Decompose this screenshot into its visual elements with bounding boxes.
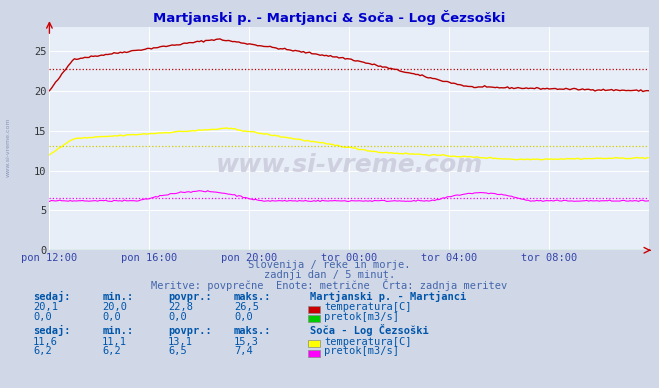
Text: 6,2: 6,2 bbox=[33, 346, 51, 356]
Text: 0,0: 0,0 bbox=[168, 312, 186, 322]
Text: 20,0: 20,0 bbox=[102, 302, 127, 312]
Text: 7,4: 7,4 bbox=[234, 346, 252, 356]
Text: 11,6: 11,6 bbox=[33, 336, 58, 346]
Text: temperatura[C]: temperatura[C] bbox=[324, 302, 412, 312]
Text: 0,0: 0,0 bbox=[33, 312, 51, 322]
Text: 22,8: 22,8 bbox=[168, 302, 193, 312]
Text: 13,1: 13,1 bbox=[168, 336, 193, 346]
Text: povpr.:: povpr.: bbox=[168, 291, 212, 301]
Text: maks.:: maks.: bbox=[234, 326, 272, 336]
Text: min.:: min.: bbox=[102, 326, 133, 336]
Text: 11,1: 11,1 bbox=[102, 336, 127, 346]
Text: maks.:: maks.: bbox=[234, 291, 272, 301]
Text: 26,5: 26,5 bbox=[234, 302, 259, 312]
Text: temperatura[C]: temperatura[C] bbox=[324, 336, 412, 346]
Text: 6,5: 6,5 bbox=[168, 346, 186, 356]
Text: 6,2: 6,2 bbox=[102, 346, 121, 356]
Text: Martjanski p. - Martjanci: Martjanski p. - Martjanci bbox=[310, 291, 466, 301]
Text: Meritve: povprečne  Enote: metrične  Črta: zadnja meritev: Meritve: povprečne Enote: metrične Črta:… bbox=[152, 279, 507, 291]
Text: zadnji dan / 5 minut.: zadnji dan / 5 minut. bbox=[264, 270, 395, 280]
Text: 0,0: 0,0 bbox=[102, 312, 121, 322]
Text: sedaj:: sedaj: bbox=[33, 325, 71, 336]
Text: sedaj:: sedaj: bbox=[33, 291, 71, 301]
Text: 15,3: 15,3 bbox=[234, 336, 259, 346]
Text: 20,1: 20,1 bbox=[33, 302, 58, 312]
Text: min.:: min.: bbox=[102, 291, 133, 301]
Text: 0,0: 0,0 bbox=[234, 312, 252, 322]
Text: Martjanski p. - Martjanci & Soča - Log Čezsoški: Martjanski p. - Martjanci & Soča - Log Č… bbox=[154, 10, 505, 25]
Text: Slovenija / reke in morje.: Slovenija / reke in morje. bbox=[248, 260, 411, 270]
Text: pretok[m3/s]: pretok[m3/s] bbox=[324, 346, 399, 356]
Text: www.si-vreme.com: www.si-vreme.com bbox=[6, 118, 11, 177]
Text: Soča - Log Čezsoški: Soča - Log Čezsoški bbox=[310, 324, 428, 336]
Text: povpr.:: povpr.: bbox=[168, 326, 212, 336]
Text: pretok[m3/s]: pretok[m3/s] bbox=[324, 312, 399, 322]
Text: www.si-vreme.com: www.si-vreme.com bbox=[215, 154, 483, 177]
